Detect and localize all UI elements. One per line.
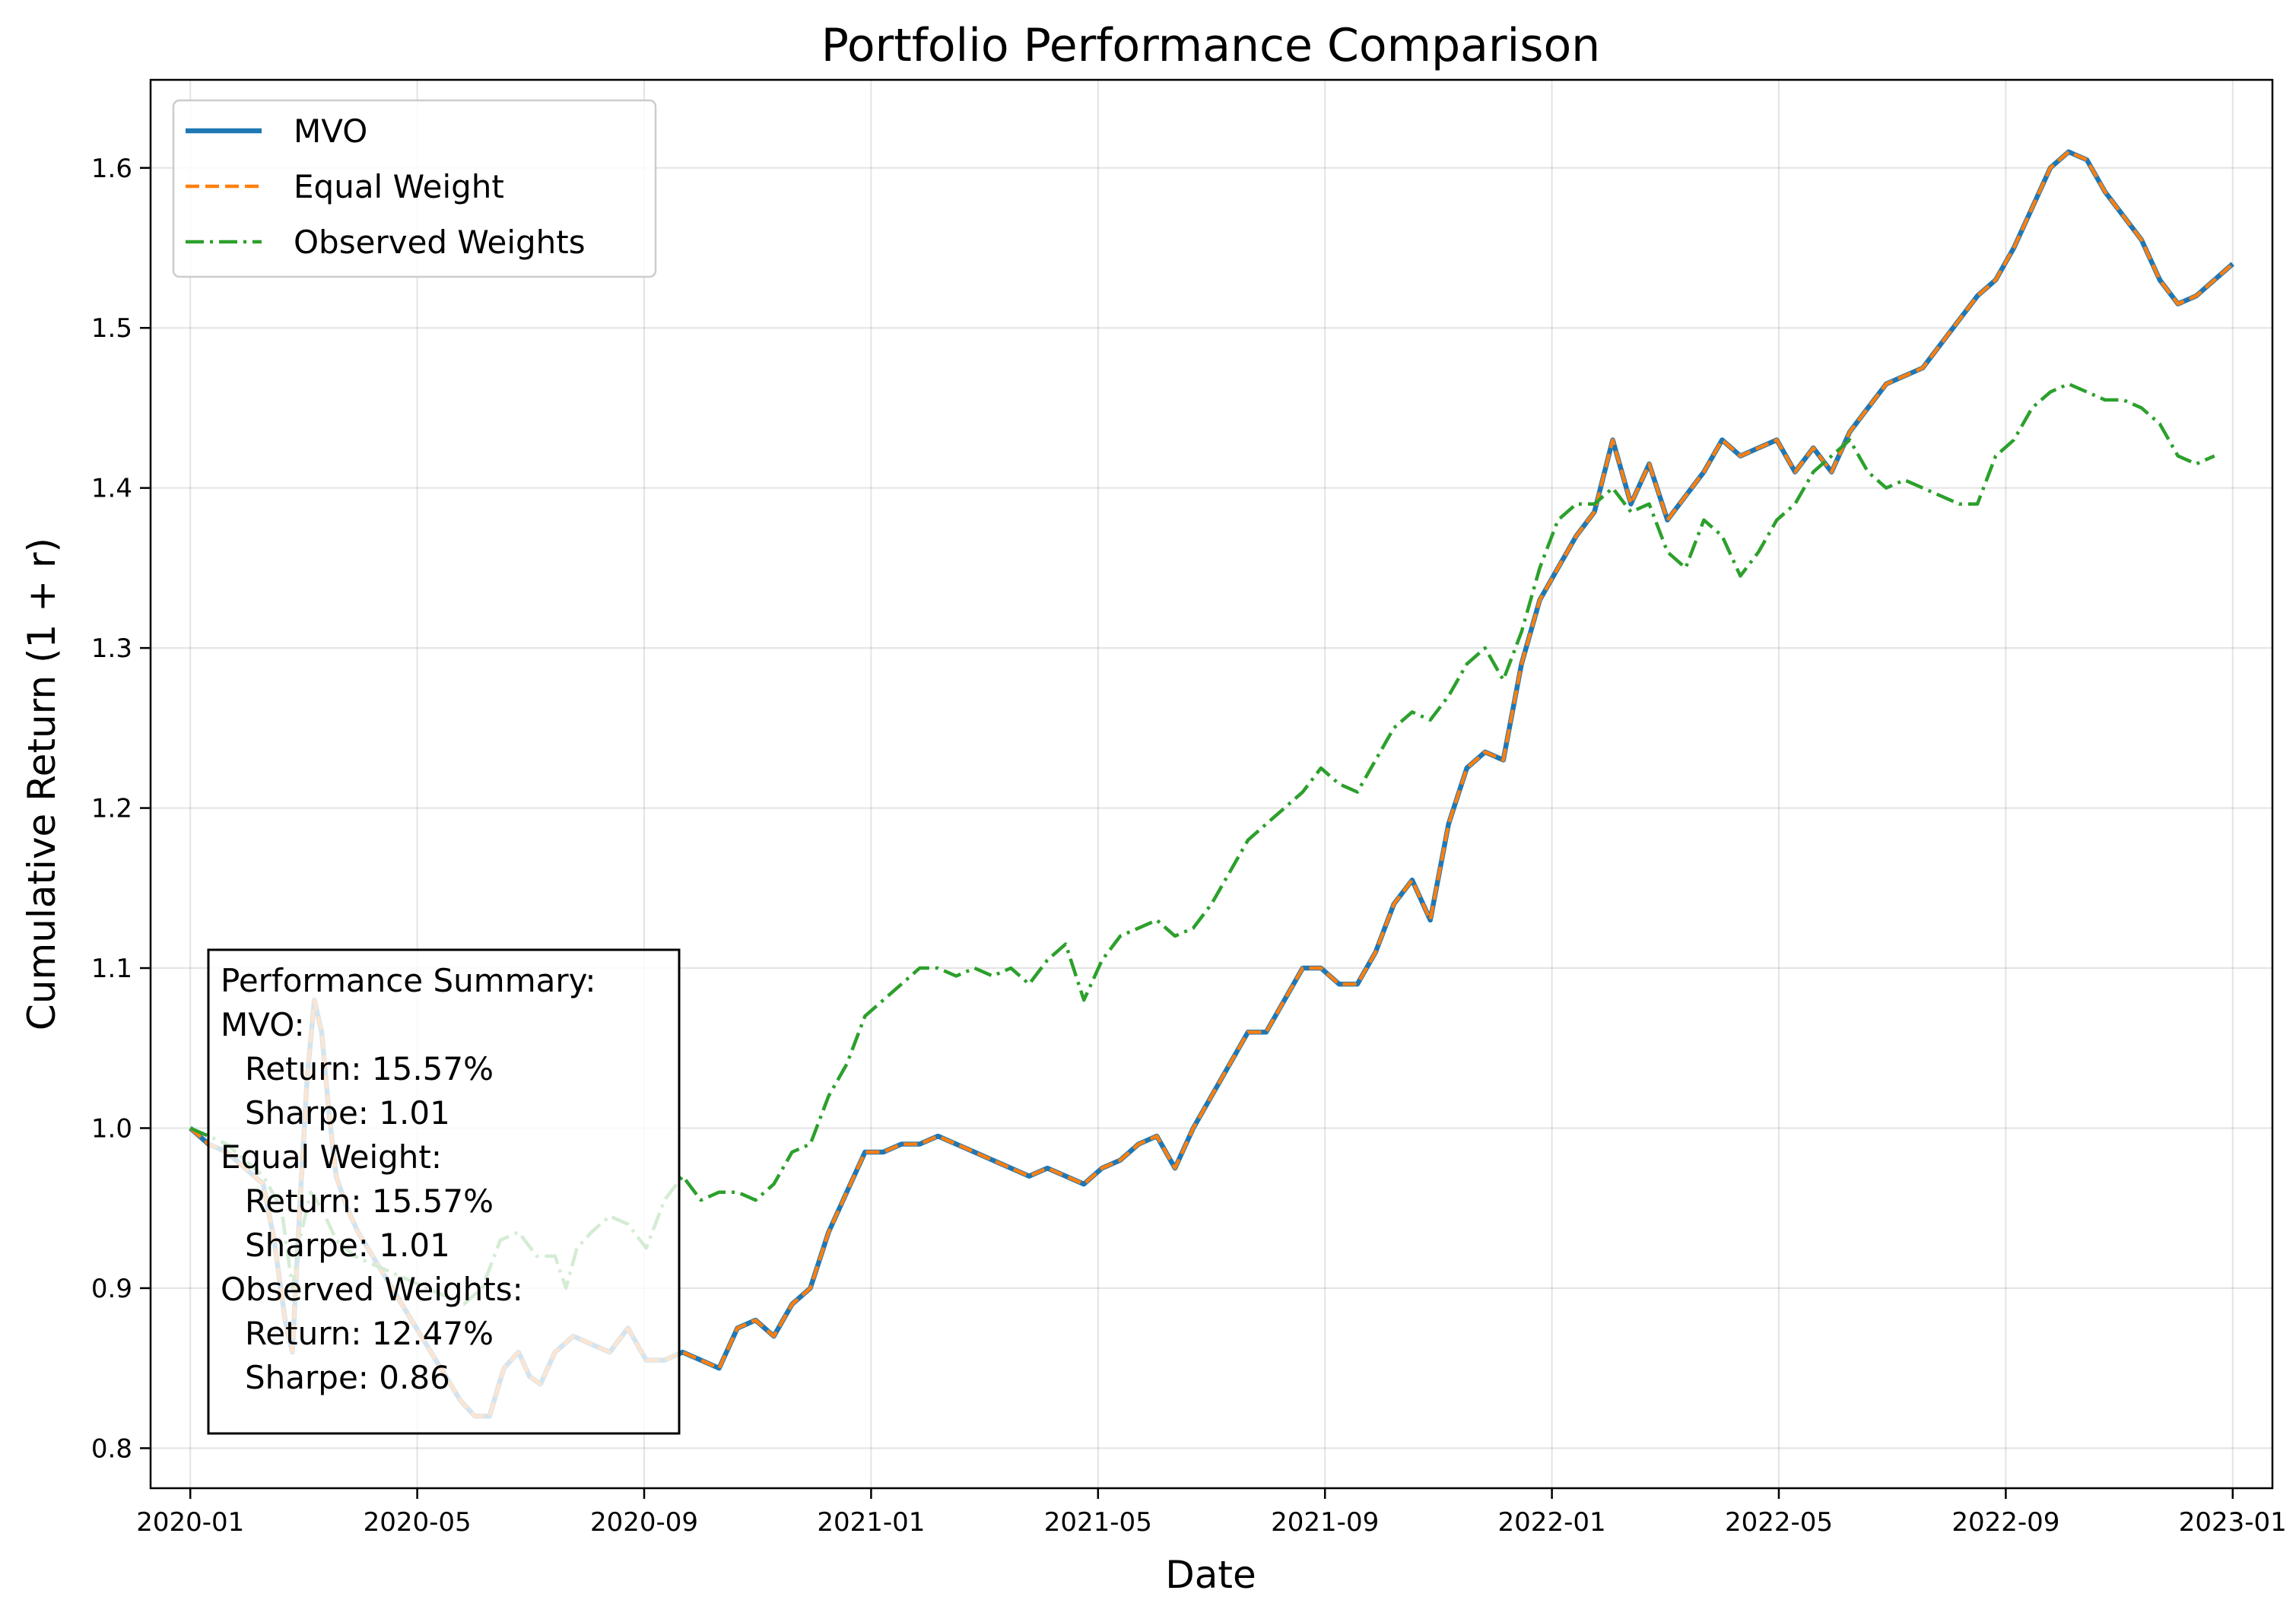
x-tick-label: 2021-01 bbox=[817, 1507, 925, 1538]
y-tick-label: 1.2 bbox=[91, 794, 132, 824]
x-tick-label: 2020-01 bbox=[136, 1507, 244, 1538]
y-axis-label: Cumulative Return (1 + r) bbox=[20, 538, 64, 1030]
x-tick-label: 2022-01 bbox=[1498, 1507, 1606, 1538]
summary-line: Equal Weight: bbox=[221, 1138, 442, 1176]
summary-frame bbox=[207, 948, 681, 1435]
summary-line: Return: 12.47% bbox=[245, 1315, 494, 1352]
summary-line: Sharpe: 1.01 bbox=[245, 1227, 450, 1264]
legend-label: MVO bbox=[294, 113, 367, 150]
y-axis-ticks: 0.8 0.9 1.0 1.1 1.2 1.3 1.4 1.5 1.6 bbox=[91, 154, 151, 1464]
legend-frame bbox=[172, 99, 657, 278]
chart-title: Portfolio Performance Comparison bbox=[821, 19, 1600, 72]
performance-summary-box: Performance Summary: MVO: Return: 15.57% Sh… bbox=[207, 948, 681, 1435]
legend-label: Equal Weight bbox=[294, 168, 504, 205]
x-axis-label: Date bbox=[1165, 1553, 1256, 1597]
y-tick-label: 0.9 bbox=[91, 1274, 132, 1304]
y-tick-label: 1.3 bbox=[91, 633, 132, 664]
y-tick-label: 1.1 bbox=[91, 954, 132, 984]
y-tick-label: 1.4 bbox=[91, 474, 132, 504]
summary-line: Performance Summary: bbox=[221, 962, 596, 999]
summary-line: Return: 15.57% bbox=[245, 1183, 494, 1220]
x-tick-label: 2023-01 bbox=[2179, 1507, 2287, 1538]
summary-line: Sharpe: 0.86 bbox=[245, 1359, 450, 1396]
summary-text: Performance Summary: MVO: Return: 15.57% Sh… bbox=[221, 962, 596, 1396]
x-tick-label: 2022-05 bbox=[1725, 1507, 1833, 1538]
y-tick-label: 1.6 bbox=[91, 154, 132, 184]
summary-line: Sharpe: 1.01 bbox=[245, 1094, 450, 1132]
y-tick-label: 1.0 bbox=[91, 1113, 132, 1144]
grid bbox=[151, 80, 2272, 1488]
y-tick-label: 1.5 bbox=[91, 313, 132, 344]
x-tick-label: 2021-05 bbox=[1044, 1507, 1152, 1538]
plot-frame bbox=[149, 78, 2274, 1490]
legend: MVO Equal Weight Observed Weights bbox=[172, 99, 657, 278]
summary-line: Observed Weights: bbox=[221, 1271, 523, 1308]
x-tick-label: 2020-05 bbox=[364, 1507, 472, 1538]
x-axis-ticks: 2020-01 2020-05 2020-09 2021-01 2021-05 2021-… bbox=[136, 1488, 2287, 1538]
x-tick-label: 2021-09 bbox=[1271, 1507, 1379, 1538]
summary-line: MVO: bbox=[221, 1006, 305, 1043]
y-tick-label: 0.8 bbox=[91, 1433, 132, 1464]
x-tick-label: 2022-09 bbox=[1951, 1507, 2059, 1538]
legend-label: Observed Weights bbox=[294, 224, 586, 261]
x-tick-label: 2020-09 bbox=[590, 1507, 698, 1538]
summary-line: Return: 15.57% bbox=[245, 1050, 494, 1087]
